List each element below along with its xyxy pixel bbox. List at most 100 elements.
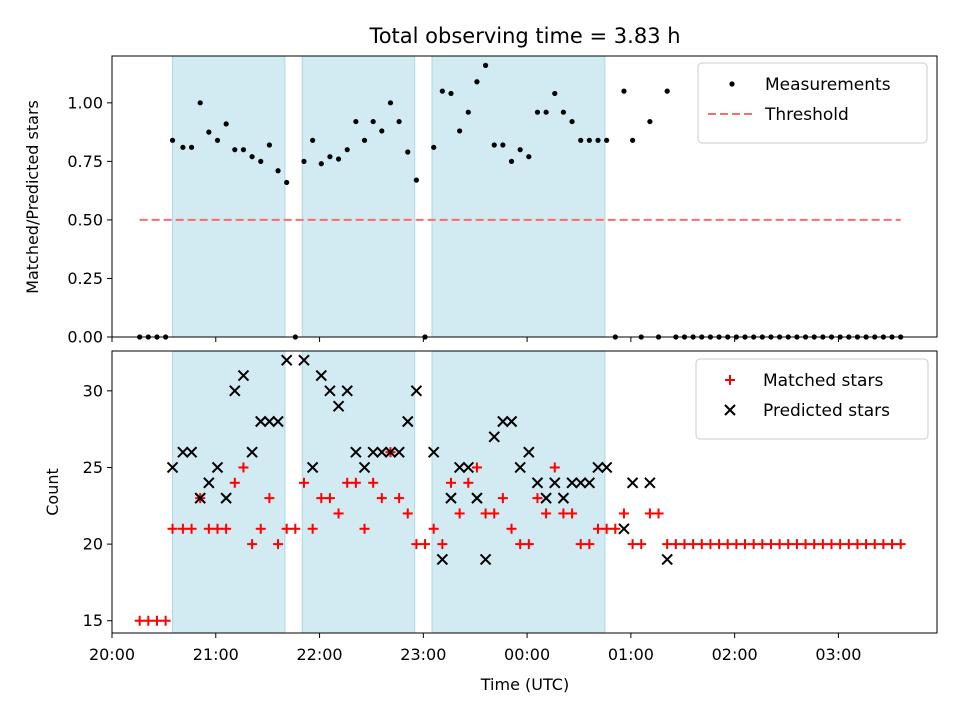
measurement-point [526,154,532,160]
predicted-star-point [306,461,319,474]
predicted-star-point [194,492,206,504]
measurement-point [379,128,385,134]
predicted-star-point [549,477,561,489]
predicted-star-point [462,461,474,474]
bottom-y-axis-label: Count [43,468,62,516]
predicted-star-point [203,477,215,489]
matched-star-point [627,539,638,550]
predicted-star-point [341,385,353,397]
matched-star-point [861,539,872,550]
matched-star-point [593,523,604,534]
matched-star-point [567,508,578,519]
shaded-interval-0 [172,350,286,634]
predicted-star-point [384,446,397,458]
matched-star-point [290,523,301,534]
matched-star-point [826,539,837,550]
legend-plus-icon [725,375,735,385]
matched-star-point [151,615,162,626]
matched-star-point [817,539,828,550]
matched-star-point [229,477,240,488]
matched-star-point [480,508,491,519]
shaded-interval-1 [301,55,416,338]
measurement-point [664,88,670,94]
measurement-point [500,142,506,148]
predicted-star-point [427,446,440,458]
predicted-star-point [280,354,293,366]
predicted-star-point [263,415,276,428]
measurement-point [197,100,203,106]
predicted-star-point [237,369,250,382]
matched-star-point [644,508,655,519]
matched-star-point [584,539,595,550]
measurement-point [214,137,221,143]
matched-star-point [679,539,690,550]
measurement-point [310,137,316,143]
x-tick-label: 22:00 [296,645,342,664]
x-axis-label: Time (UTC) [480,675,569,694]
measurement-point [439,88,445,94]
matched-star-point [445,477,456,488]
predicted-star-point [367,446,379,458]
matched-star-point [489,508,500,519]
measurement-point [474,79,480,85]
predicted-star-point [557,492,570,504]
measurement-point [629,137,636,143]
measurement-point [223,121,229,127]
measurement-point [396,118,402,125]
measurement-point [301,158,307,164]
measurement-point [232,147,238,153]
matched-star-point [532,493,543,504]
measurement-point [266,142,272,148]
matched-star-point [497,493,508,504]
measurement-point [370,118,376,125]
predicted-star-point [315,369,327,382]
measurement-point [491,142,497,148]
matched-star-point [203,523,214,534]
matched-star-point [160,615,171,626]
measurement-point [413,177,420,183]
predicted-star-point [350,446,362,458]
matched-star-point [714,539,725,550]
predicted-star-point [393,446,405,458]
matched-star-point [541,508,552,519]
matched-star-point [878,539,889,550]
matched-star-point [852,539,863,550]
predicted-star-point [471,492,483,504]
predicted-star-point [523,446,535,458]
legend-label: Predicted stars [763,401,890,421]
y-tick-label: 30 [83,381,103,400]
matched-star-point [774,539,785,550]
matched-star-point [324,493,335,504]
measurement-point [534,109,541,115]
predicted-star-point [600,461,613,474]
measurement-point [275,168,281,174]
matched-star-point [134,615,145,626]
measurement-point [604,137,610,143]
matched-star-point [800,539,811,550]
matched-star-point [221,523,232,534]
matched-star-point [428,523,439,534]
predicted-star-point [445,492,457,504]
predicted-star-point [185,446,198,458]
matched-star-point [255,523,266,534]
x-tick-label: 20:00 [89,645,135,664]
matched-star-point [722,539,733,550]
x-tick-label: 21:00 [193,645,239,664]
measurement-point [405,149,411,155]
measurement-point [595,137,601,143]
y-tick-label: 15 [83,611,103,630]
matched-star-point [167,523,178,534]
measurement-point [188,144,195,150]
matched-star-point [895,539,906,550]
predicted-star-point [166,461,179,474]
x-tick-label: 23:00 [400,645,446,664]
predicted-star-point [358,461,371,474]
measurement-point [586,137,592,143]
matched-star-point [575,539,586,550]
y-tick-label: 20 [83,535,103,554]
y-tick-label: 0.75 [67,152,103,171]
matched-star-point [420,539,431,550]
matched-star-point [601,523,612,534]
matched-star-point [506,523,517,534]
predicted-star-point [566,477,578,489]
